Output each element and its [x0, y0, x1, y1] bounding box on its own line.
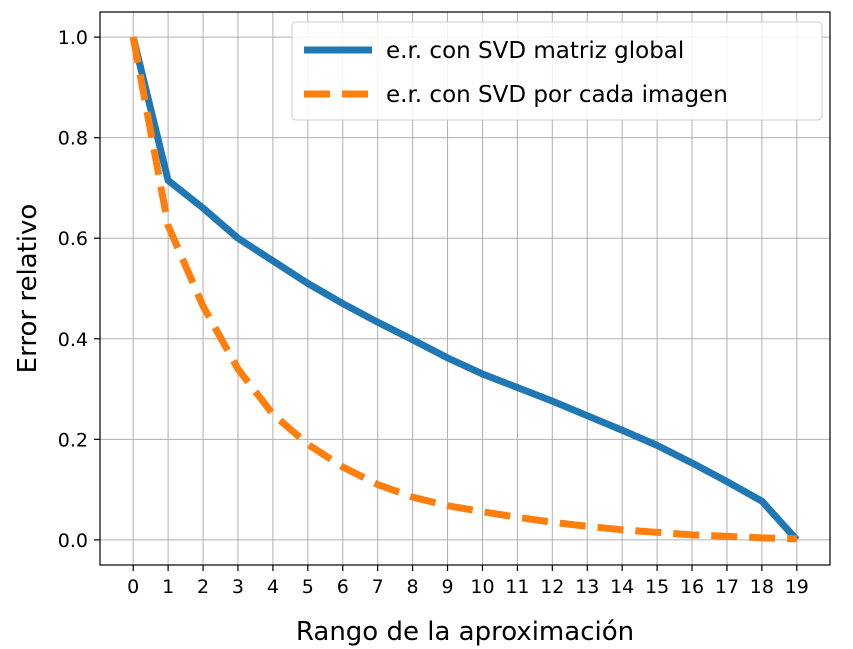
x-tick-label: 6 — [337, 576, 349, 598]
x-tick-label: 2 — [197, 576, 209, 598]
x-axis-label: Rango de la aproximación — [296, 617, 634, 647]
y-tick-label: 0.4 — [58, 329, 88, 351]
x-tick-label: 18 — [750, 576, 774, 598]
plot-frame — [99, 11, 831, 566]
legend-label-1: e.r. con SVD por cada imagen — [386, 82, 728, 108]
legend: e.r. con SVD matriz global e.r. con SVD p… — [291, 21, 823, 121]
x-tick-label: 12 — [540, 576, 564, 598]
x-tick-label: 16 — [680, 576, 704, 598]
y-tick-label: 0.8 — [58, 128, 88, 150]
x-tick-label: 1 — [162, 576, 174, 598]
x-tick-label: 19 — [785, 576, 809, 598]
y-tick-label: 0.0 — [58, 530, 88, 552]
series-lines — [129, 36, 800, 543]
x-tick-label: 17 — [715, 576, 739, 598]
y-tick-label: 0.2 — [58, 429, 88, 451]
y-tick-label: 0.6 — [58, 228, 88, 250]
x-tick-label: 0 — [127, 576, 139, 598]
series-line-0 — [129, 36, 800, 543]
x-tick-label: 14 — [610, 576, 634, 598]
y-axis-label: Error relativo — [13, 204, 43, 374]
x-tick-label: 9 — [441, 576, 453, 598]
x-tick-label: 13 — [575, 576, 599, 598]
x-tick-label: 10 — [470, 576, 494, 598]
axis-ticks: 0 1 2 3 4 5 6 7 8 9 10 11 12 13 14 15 16 17 18 190.00.20.40… — [58, 27, 809, 598]
x-tick-label: 15 — [645, 576, 669, 598]
y-tick-label: 1.0 — [58, 27, 88, 49]
legend-box — [291, 21, 823, 121]
x-tick-label: 4 — [267, 576, 279, 598]
series-line-1 — [129, 36, 797, 543]
x-tick-label: 8 — [407, 576, 419, 598]
x-tick-label: 7 — [372, 576, 384, 598]
legend-label-0: e.r. con SVD matriz global — [386, 38, 684, 64]
x-tick-label: 5 — [302, 576, 314, 598]
x-tick-label: 3 — [232, 576, 244, 598]
x-tick-label: 11 — [505, 576, 529, 598]
